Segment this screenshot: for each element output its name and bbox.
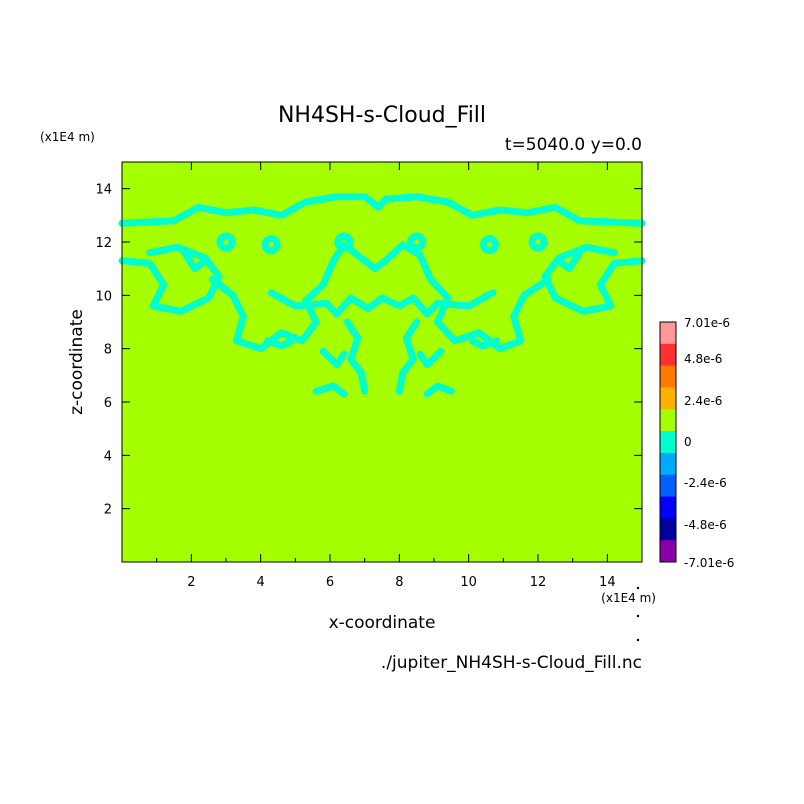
cloud-fill-features <box>118 193 646 398</box>
colorbar-swatch <box>660 496 676 519</box>
colorbar-swatch <box>660 343 676 367</box>
x-tick-label: 6 <box>326 575 334 590</box>
colorbar-frame <box>659 321 677 563</box>
y-tick-label: 14 <box>95 183 112 198</box>
x-tick-label: 12 <box>530 575 547 590</box>
marker-dot <box>636 638 640 642</box>
y-axis-label: z-coordinate <box>67 309 87 415</box>
y-tick-label: 2 <box>104 503 112 518</box>
plot-area <box>118 161 646 563</box>
cloud-contour <box>468 337 500 350</box>
x-tick-label: 14 <box>599 575 616 590</box>
x-tick-label: 4 <box>257 575 265 590</box>
colorbar-label: 4.8e-6 <box>684 352 722 366</box>
colorbar-swatch <box>660 431 676 454</box>
x-tick-label: 2 <box>187 575 195 590</box>
y-tick-label: 10 <box>95 289 112 304</box>
colorbar-swatch <box>660 322 676 345</box>
cloud-contour <box>180 249 209 273</box>
y-tick-label: 4 <box>104 449 112 464</box>
x-tick-label: 10 <box>460 575 477 590</box>
filename-label: ./jupiter_NH4SH-s-Cloud_Fill.nc <box>381 653 642 673</box>
colorbar-swatch <box>660 452 676 476</box>
cloud-ring <box>334 232 354 252</box>
colorbar-swatch <box>660 365 676 388</box>
y-tick-label: 12 <box>95 236 112 251</box>
cloud-ring <box>479 235 499 255</box>
cloud-contour <box>118 243 223 315</box>
cloud-contour <box>395 318 421 395</box>
plot-frame <box>121 161 643 563</box>
cloud-contour <box>267 289 497 318</box>
y-tick-label: 6 <box>104 396 112 411</box>
colorbar-label: 2.4e-6 <box>684 394 722 408</box>
colorbar-label: -2.4e-6 <box>684 476 727 490</box>
colorbar-swatch <box>660 387 676 410</box>
cloud-contour <box>541 243 646 315</box>
cloud-ring <box>528 232 548 252</box>
colorbar: 7.01e-6 4.8e-6 2.4e-6 0 -2.4e-6 -4.8e-6 -7.01e… <box>659 316 734 570</box>
colorbar-label: -7.01e-6 <box>684 556 734 570</box>
cloud-contour <box>555 249 584 273</box>
x-axis-label: x-coordinate <box>329 613 436 633</box>
cloud-contour <box>312 382 348 398</box>
colorbar-label: -4.8e-6 <box>684 518 727 532</box>
cloud-contour <box>264 337 296 350</box>
y-tick-label: 8 <box>104 343 112 358</box>
colorbar-swatch <box>660 474 676 498</box>
cloud-contour <box>343 318 369 395</box>
cloud-ring <box>407 232 427 252</box>
colorbar-swatch <box>660 518 676 541</box>
y-axis: 2 4 6 8 10 12 14 <box>95 183 642 518</box>
chart-title: NH4SH-s-Cloud_Fill <box>278 103 486 128</box>
cloud-contour <box>423 382 455 398</box>
y-unit-label: (x1E4 m) <box>40 130 95 144</box>
cloud-contour <box>319 347 348 369</box>
marker-dot <box>636 586 640 590</box>
colorbar-swatch <box>660 540 676 563</box>
field-background <box>122 162 642 562</box>
x-unit-label: (x1E4 m) <box>601 591 656 605</box>
cloud-contour <box>118 193 646 227</box>
x-tick-label: 8 <box>395 575 403 590</box>
marker-dot <box>636 614 640 618</box>
cloud-contour <box>416 347 445 369</box>
colorbar-label: 7.01e-6 <box>684 316 730 330</box>
cloud-ring <box>216 232 236 252</box>
x-axis: 2 4 6 8 10 12 14 <box>156 162 616 590</box>
chart-subtitle: t=5040.0 y=0.0 <box>505 135 642 155</box>
colorbar-swatch <box>660 409 676 432</box>
cloud-ring <box>261 235 281 255</box>
colorbar-label: 0 <box>684 435 692 449</box>
